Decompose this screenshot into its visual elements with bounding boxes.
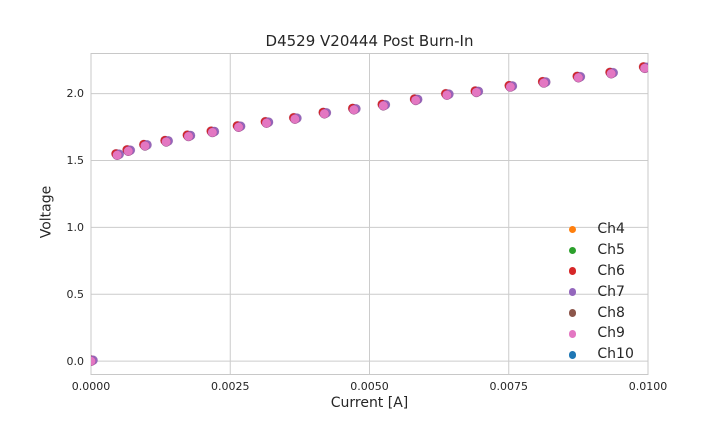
scatter-point-ch9 — [91, 356, 96, 366]
legend-label-ch8: Ch8 — [597, 304, 625, 321]
legend-marker-ch7 — [569, 288, 577, 296]
legend-label-ch10: Ch10 — [597, 346, 634, 363]
legend-label-ch9: Ch9 — [597, 325, 625, 342]
legend-marker-ch5 — [569, 246, 577, 254]
legend-label-ch7: Ch7 — [597, 283, 625, 300]
y-tick-label-0: 0.0 — [66, 354, 85, 368]
legend-item-ch4: Ch4 — [569, 219, 625, 239]
y-tick-label-3: 1.5 — [66, 154, 85, 167]
x-axis-label: Current [A] — [330, 395, 409, 411]
legend-item-ch10: Ch10 — [569, 345, 634, 365]
scatter-point-ch9 — [183, 131, 194, 142]
scatter-point-ch9 — [319, 108, 330, 119]
legend-marker-ch4 — [569, 225, 577, 233]
x-tick-label-2: 0.0050 — [350, 380, 389, 393]
scatter-series-group — [91, 62, 648, 366]
legend-marker-ch9 — [569, 330, 577, 338]
legend-item-ch6: Ch6 — [569, 261, 625, 281]
scatter-point-ch9 — [140, 140, 150, 151]
scatter-point-ch9 — [207, 127, 218, 138]
scatter-point-ch9 — [378, 100, 389, 111]
x-tick-label-0: 0.0000 — [71, 380, 111, 393]
scatter-point-ch9 — [289, 114, 300, 124]
scatter-point-ch9 — [261, 118, 272, 128]
legend-marker-ch8 — [569, 309, 577, 317]
scatter-point-ch9 — [471, 87, 482, 98]
scatter-point-ch9 — [573, 72, 584, 83]
scatter-point-ch9 — [410, 95, 421, 106]
scatter-point-ch9 — [505, 82, 516, 92]
chart-title: D4529 V20444 Post Burn-In — [265, 32, 474, 50]
y-tick-label-2: 1.0 — [66, 220, 85, 234]
x-tick-label-4: 0.0100 — [628, 380, 668, 393]
scatter-point-ch9 — [112, 150, 123, 160]
legend-marker-ch6 — [569, 267, 577, 275]
scatter-point-ch9 — [348, 104, 359, 115]
legend-item-ch5: Ch5 — [569, 240, 625, 260]
legend-label-ch4: Ch4 — [597, 220, 625, 237]
y-tick-label-1: 0.5 — [66, 287, 85, 301]
scatter-point-ch9 — [441, 90, 452, 100]
scatter-point-ch9 — [639, 63, 648, 74]
scatter-point-ch9 — [233, 122, 244, 132]
plot-border — [90, 53, 649, 375]
scatter-point-ch9 — [161, 136, 172, 147]
legend-item-ch9: Ch9 — [569, 324, 625, 344]
legend-label-ch5: Ch5 — [597, 241, 625, 258]
scatter-point-ch9 — [606, 68, 617, 79]
x-tick-label-1: 0.0025 — [211, 380, 250, 393]
legend-label-ch6: Ch6 — [597, 262, 625, 279]
legend-item-ch8: Ch8 — [569, 303, 625, 323]
x-tick-label-3: 0.0075 — [489, 380, 529, 393]
scatter-point-ch9 — [538, 78, 549, 88]
y-tick-label-4: 2.0 — [66, 87, 85, 101]
legend-marker-ch10 — [569, 351, 577, 359]
legend-item-ch7: Ch7 — [569, 282, 625, 302]
scatter-point-ch9 — [123, 146, 134, 156]
